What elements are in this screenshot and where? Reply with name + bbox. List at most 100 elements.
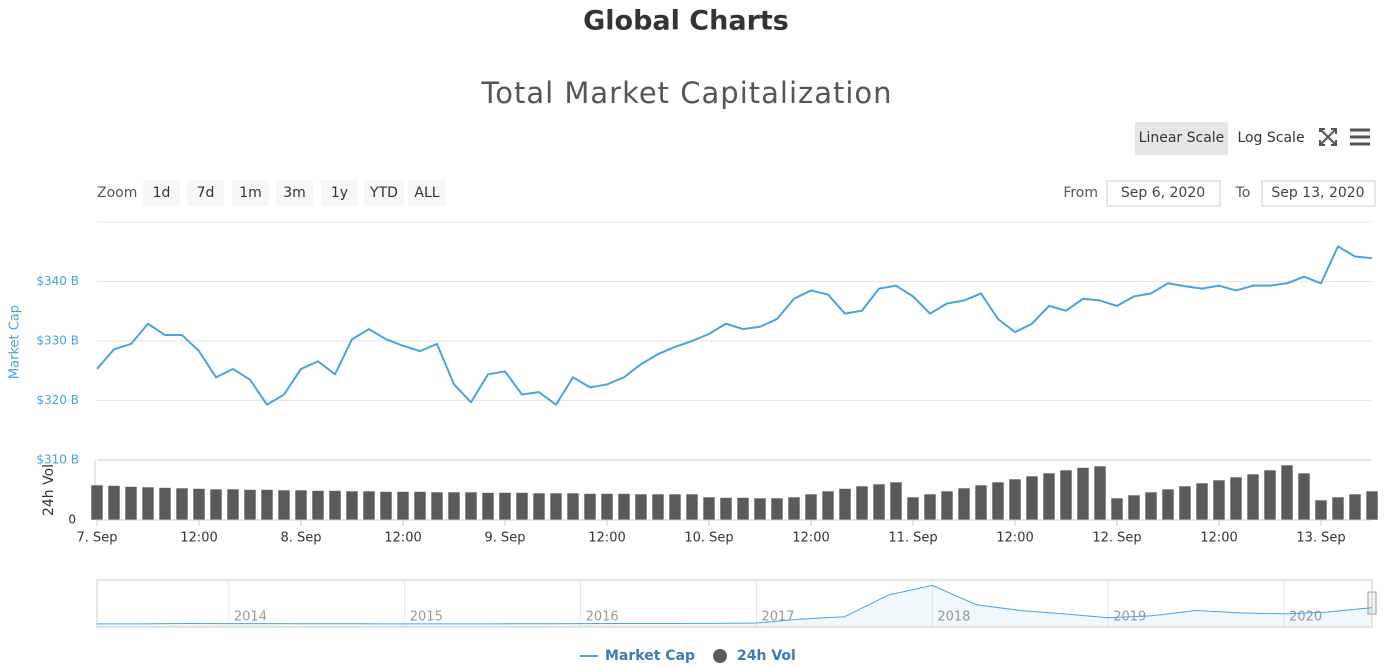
x-tick-label: 8. Sep xyxy=(280,531,321,546)
volume-bar xyxy=(668,493,682,521)
volume-bar xyxy=(634,493,648,521)
volume-bar xyxy=(719,497,733,521)
volume-bar xyxy=(107,485,121,521)
volume-bar xyxy=(736,497,750,521)
x-tick-label: 12:00 xyxy=(588,531,625,546)
zoom-button[interactable] xyxy=(143,180,180,206)
volume-bar xyxy=(532,492,546,521)
x-tick-label: 11. Sep xyxy=(888,531,937,546)
x-tick-label: 10. Sep xyxy=(684,531,733,546)
volume-bar xyxy=(940,490,954,521)
volume-bar xyxy=(396,491,410,521)
zoom-button-label: 1m xyxy=(239,185,262,201)
y-tick-label: $340 B xyxy=(36,274,79,288)
volume-bar xyxy=(583,493,597,521)
volume-bar xyxy=(770,497,784,521)
chart-title: Total Market Capitalization xyxy=(480,76,892,110)
volume-bar xyxy=(957,487,971,521)
volume-bar xyxy=(515,492,529,521)
navigator-year-label: 2015 xyxy=(410,610,443,625)
volume-bar xyxy=(1076,467,1090,521)
zoom-button[interactable] xyxy=(408,180,446,206)
x-tick-label: 12:00 xyxy=(1200,531,1237,546)
scale-button[interactable] xyxy=(1232,122,1310,155)
volume-bar xyxy=(1093,465,1107,521)
scale-button[interactable] xyxy=(1135,122,1228,155)
y-tick-label: $310 B xyxy=(36,453,79,467)
x-tick-label: 9. Sep xyxy=(484,531,525,546)
volume-bar xyxy=(617,493,631,521)
to-input[interactable] xyxy=(1261,180,1376,207)
from-label: From xyxy=(1063,185,1098,201)
navigator-frame xyxy=(96,579,1373,628)
zoom-button[interactable] xyxy=(321,180,358,206)
volume-bar xyxy=(1297,472,1311,521)
legend-label[interactable]: 24h Vol xyxy=(737,648,796,664)
volume-bar xyxy=(158,487,172,521)
volume-bar xyxy=(413,491,427,521)
volume-bar xyxy=(379,491,393,521)
to-value: Sep 13, 2020 xyxy=(1271,185,1364,201)
navigator-area xyxy=(97,585,1372,627)
volume-bar xyxy=(1331,496,1345,521)
volume-bar xyxy=(192,488,206,521)
legend-marker xyxy=(713,649,727,663)
volume-bar xyxy=(600,493,614,521)
fullscreen-icon[interactable] xyxy=(1319,128,1337,146)
volume-bar xyxy=(328,490,342,521)
volume-bar xyxy=(498,492,512,521)
zoom-button[interactable] xyxy=(276,180,313,206)
volume-bar xyxy=(838,488,852,521)
volume-bar xyxy=(1110,497,1124,521)
y-axis-label: Market Cap xyxy=(8,305,23,379)
to-label: To xyxy=(1235,185,1251,201)
volume-bar xyxy=(209,488,223,521)
volume-bar xyxy=(855,485,869,521)
zoom-button-label: 3m xyxy=(283,185,306,201)
volume-bar xyxy=(974,484,988,521)
volume-bar xyxy=(294,489,308,521)
volume-bar xyxy=(1008,478,1022,521)
market-cap-line xyxy=(96,245,1373,406)
volume-bar xyxy=(362,490,376,521)
volume-bar xyxy=(1314,499,1328,521)
x-tick-label: 12. Sep xyxy=(1092,531,1141,546)
volume-bar xyxy=(1365,490,1379,521)
volume-bar xyxy=(1144,491,1158,521)
x-tick-label: 12:00 xyxy=(792,531,829,546)
navigator-line xyxy=(97,584,1373,625)
volume-bar xyxy=(549,492,563,521)
zoom-button[interactable] xyxy=(187,180,224,206)
volume-bar xyxy=(481,492,495,521)
volume-bar xyxy=(260,489,274,521)
volume-bar xyxy=(1348,493,1362,521)
zoom-label: Zoom xyxy=(97,185,137,201)
from-input[interactable] xyxy=(1106,180,1221,207)
volume-bar xyxy=(1178,485,1192,521)
y-tick-label: $320 B xyxy=(36,393,79,407)
volume-bar xyxy=(1229,476,1243,521)
volume-bar xyxy=(991,481,1005,521)
x-tick-label: 7. Sep xyxy=(76,531,117,546)
volume-bar xyxy=(447,491,461,521)
volume-bar xyxy=(821,490,835,521)
volume-bar xyxy=(804,493,818,521)
volume-bar xyxy=(90,484,104,521)
zoom-button[interactable] xyxy=(232,180,269,206)
menu-icon[interactable] xyxy=(1350,128,1370,146)
volume-bar xyxy=(1195,482,1209,521)
zoom-button[interactable] xyxy=(364,180,404,206)
volume-bar xyxy=(175,487,189,521)
volume-bar xyxy=(311,490,325,521)
legend-label[interactable]: Market Cap xyxy=(605,648,695,664)
scale-button-label: Log Scale xyxy=(1237,130,1304,146)
volume-bar xyxy=(1127,494,1141,521)
volume-bar xyxy=(226,488,240,521)
volume-bar xyxy=(651,493,665,521)
x-tick-label: 13. Sep xyxy=(1296,531,1345,546)
zoom-button-label: 1d xyxy=(153,185,171,201)
volume-bar xyxy=(566,492,580,521)
volume-bar xyxy=(277,489,291,521)
volume-bar xyxy=(1212,479,1226,521)
